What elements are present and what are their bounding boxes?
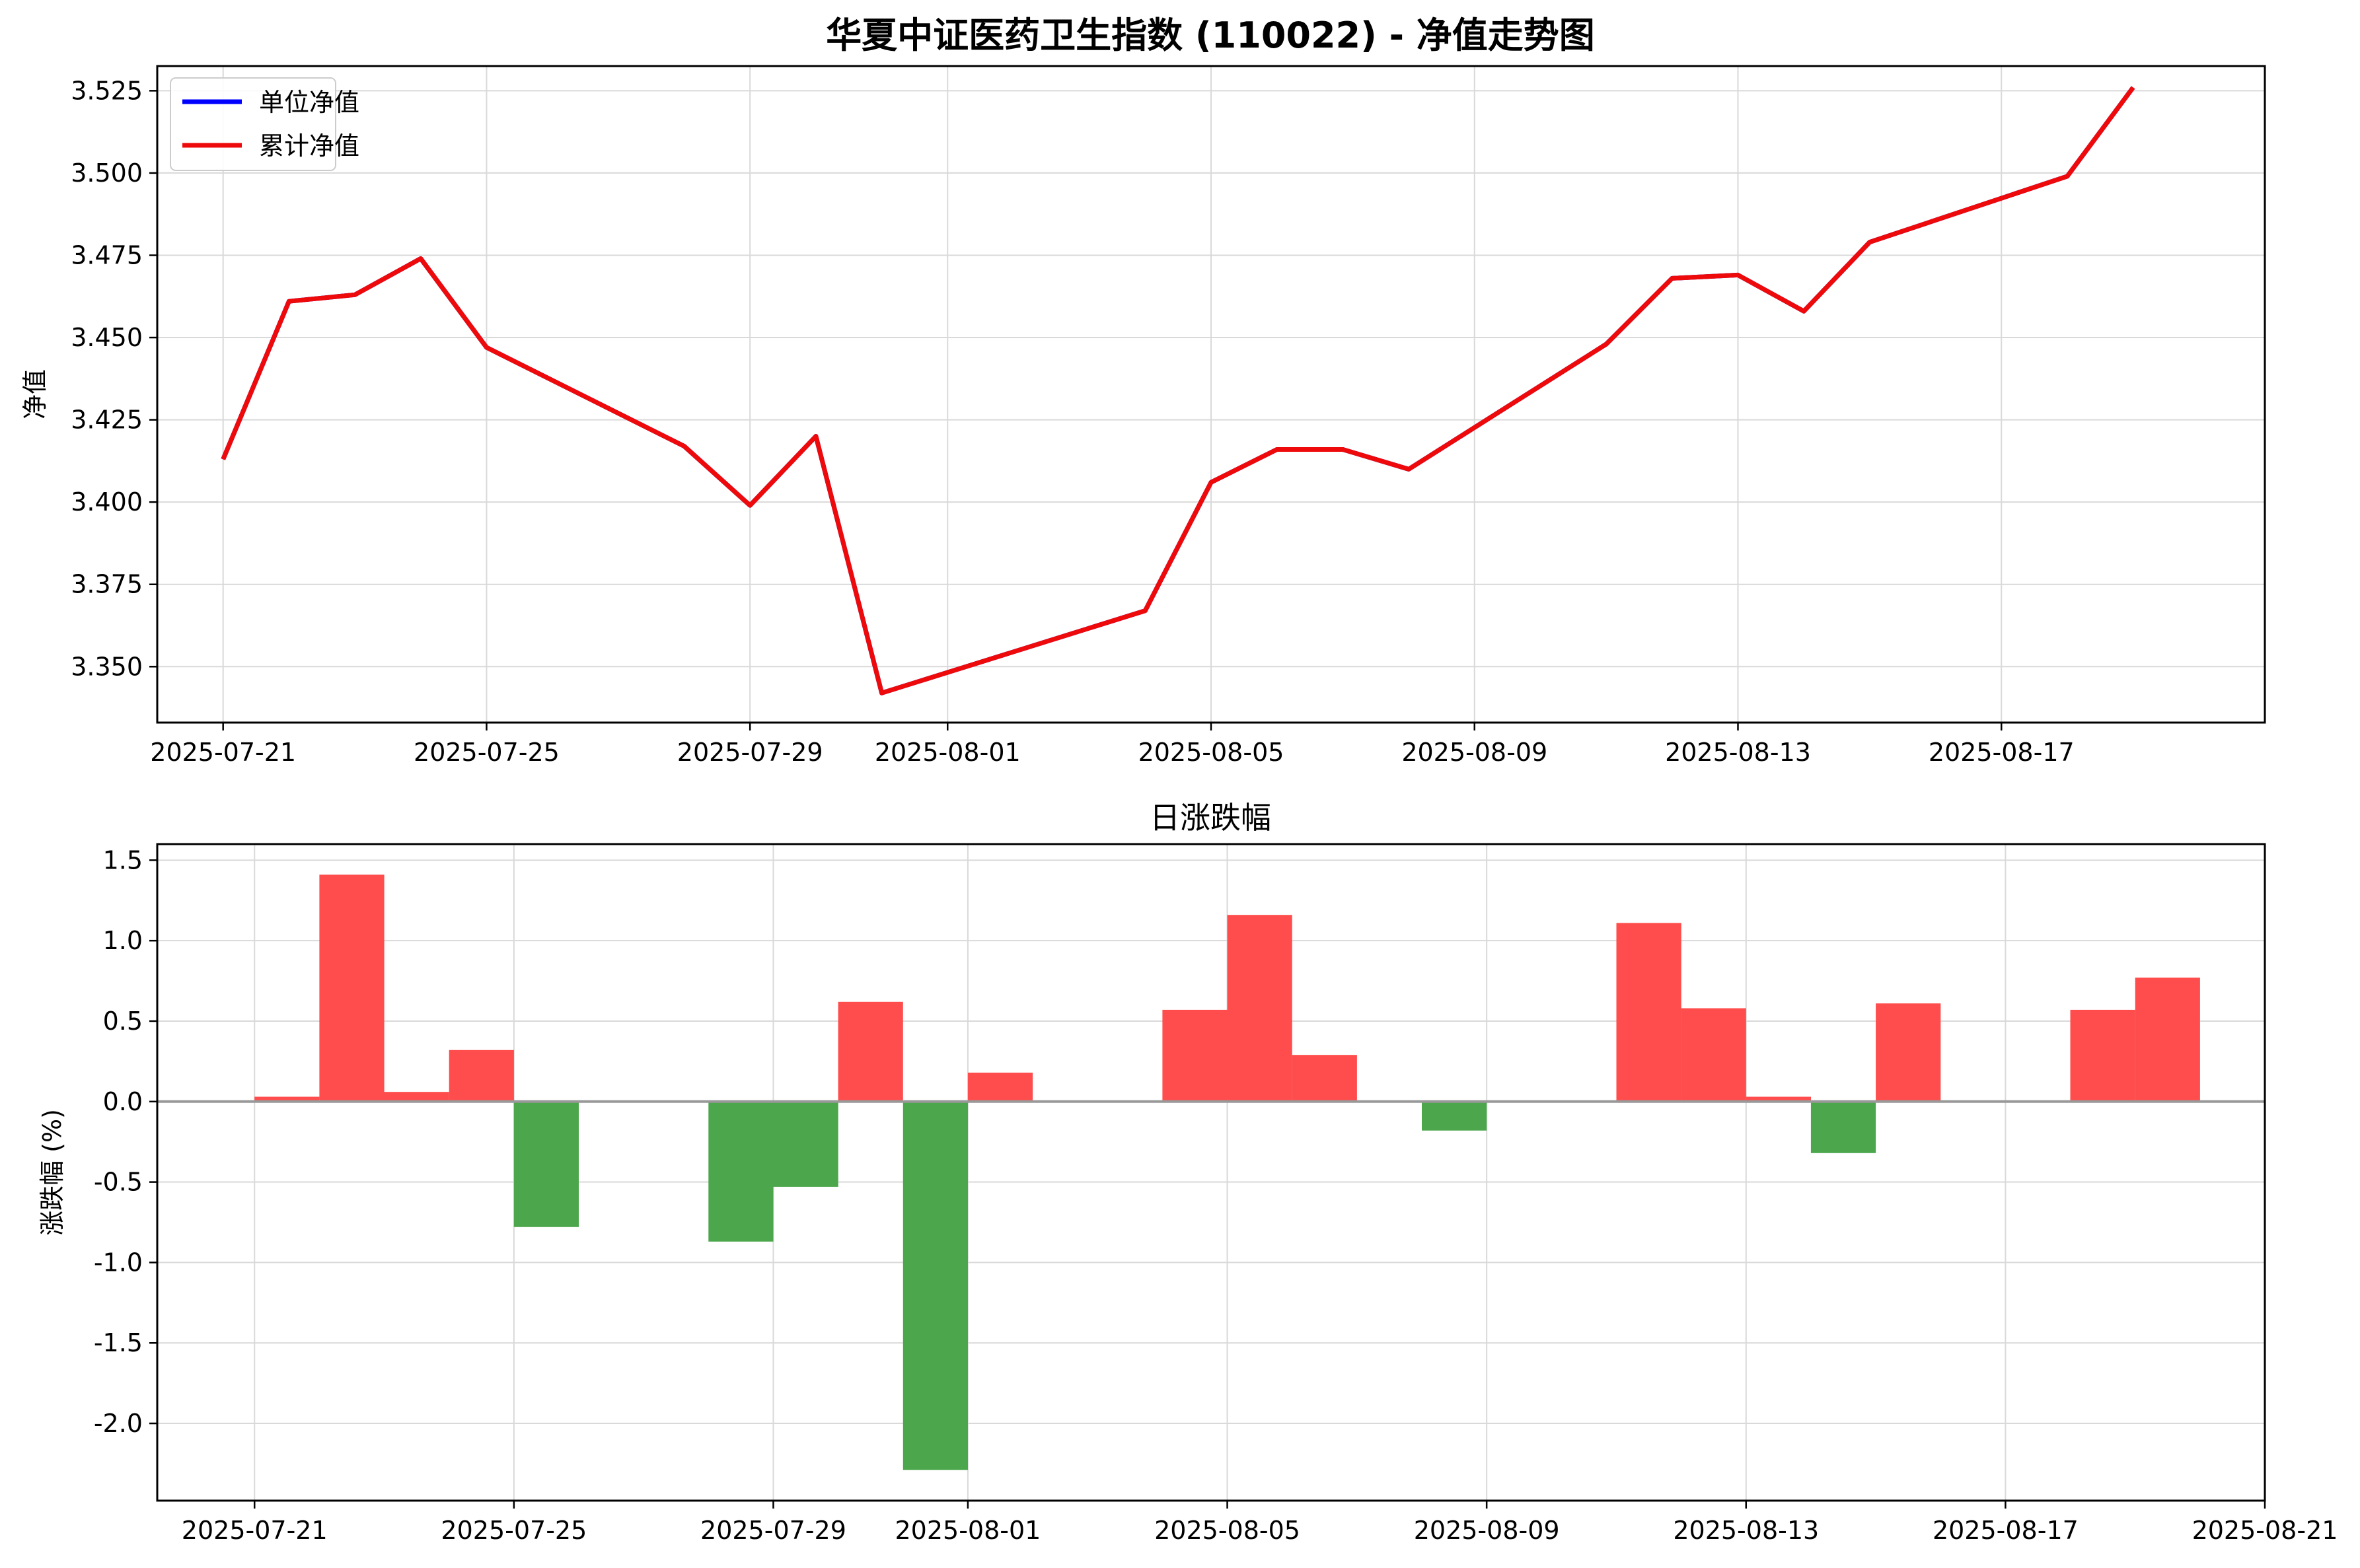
down-bar [1810, 1101, 1876, 1153]
x-tick-label: 2025-08-21 [2192, 1516, 2338, 1545]
y-axis-ticks: 3.350 3.375 3.400 3.425 3.450 3.475 3.500 3.525 [71, 76, 157, 681]
y-axis-label: 净值 [20, 369, 50, 419]
x-tick-label: 2025-08-13 [1673, 1516, 1819, 1545]
x-tick-label: 2025-07-29 [700, 1516, 846, 1545]
accumulated-nav-series-line [221, 86, 2135, 695]
x-tick-label: 2025-07-21 [150, 738, 296, 767]
down-bar [903, 1101, 968, 1470]
up-bar [254, 1096, 320, 1102]
y-tick-label: 1.5 [103, 845, 143, 874]
grid [157, 66, 2265, 723]
chart-title: 日涨跌幅 [1150, 800, 1271, 836]
up-bar [967, 1073, 1033, 1102]
x-tick-label: 2025-08-01 [875, 738, 1021, 767]
y-tick-label: 3.400 [71, 487, 143, 517]
up-bar [1876, 1003, 1941, 1102]
x-tick-label: 2025-07-29 [677, 738, 823, 767]
down-bar [1422, 1101, 1487, 1131]
x-axis-ticks: 2025-07-21 2025-07-25 2025-07-29 2025-08-01… [182, 1501, 2338, 1545]
up-bar [2070, 1009, 2135, 1102]
y-tick-label: 0.0 [103, 1087, 143, 1116]
up-bar [1746, 1096, 1811, 1102]
x-tick-label: 2025-07-21 [182, 1516, 328, 1545]
x-tick-label: 2025-08-05 [1138, 738, 1284, 767]
up-bar [449, 1050, 514, 1102]
y-tick-label: -0.5 [94, 1168, 143, 1197]
y-tick-label: 3.500 [71, 159, 143, 188]
nav-line-chart: 华夏中证医药卫生指数 (110022) - 净值走势图 3.3503.3753.… [20, 15, 2266, 767]
up-bar [838, 1001, 903, 1102]
legend: 单位净值 累计净值 [170, 77, 359, 171]
x-tick-label: 2025-08-13 [1665, 738, 1811, 767]
nav-series-line [221, 86, 2135, 695]
x-tick-label: 2025-08-09 [1414, 1516, 1560, 1545]
down-bar [773, 1101, 838, 1187]
y-tick-label: 3.450 [71, 323, 143, 352]
x-tick-label: 2025-07-25 [441, 1516, 587, 1545]
up-bar [384, 1092, 449, 1102]
y-tick-label: 3.375 [71, 570, 143, 599]
up-bar [2135, 978, 2200, 1102]
up-bar [1162, 1009, 1228, 1102]
x-tick-label: 2025-08-17 [1929, 738, 2075, 767]
legend-label: 累计净值 [259, 131, 359, 160]
down-bar [708, 1101, 774, 1242]
down-bar [513, 1101, 579, 1227]
x-tick-label: 2025-08-09 [1401, 738, 1547, 767]
plot-frame [156, 843, 2266, 1502]
bars-group [254, 874, 2200, 1470]
x-tick-label: 2025-07-25 [414, 738, 560, 767]
x-tick-label: 2025-08-17 [1933, 1516, 2079, 1545]
y-tick-label: 0.5 [103, 1007, 143, 1036]
y-tick-label: -1.0 [94, 1248, 143, 1277]
grid [157, 844, 2266, 1501]
up-bar [1616, 923, 1681, 1102]
y-tick-label: 3.475 [71, 240, 143, 269]
y-tick-label: 3.350 [71, 652, 143, 681]
up-bar [319, 874, 385, 1102]
series-group [221, 86, 2135, 695]
x-tick-label: 2025-08-01 [895, 1516, 1041, 1545]
up-bar [1227, 915, 1292, 1102]
daily-change-bar-chart: 日涨跌幅 -2.0 -1.5 -1.0 -0.5 0.0 0.5 1.0 1.5 2025-0… [38, 800, 2338, 1545]
up-bar [1681, 1008, 1746, 1102]
y-tick-label: 3.525 [71, 76, 143, 105]
up-bar [1292, 1055, 1357, 1102]
y-tick-label: 1.0 [103, 926, 143, 955]
chart-title: 华夏中证医药卫生指数 (110022) - 净值走势图 [826, 15, 1595, 56]
y-axis-ticks: -2.0 -1.5 -1.0 -0.5 0.0 0.5 1.0 1.5 [94, 845, 157, 1438]
x-tick-label: 2025-08-05 [1154, 1516, 1300, 1545]
y-axis-label: 涨跌幅 (%) [38, 1109, 67, 1236]
y-tick-label: -2.0 [94, 1409, 143, 1438]
legend-label: 单位净值 [259, 88, 359, 117]
y-tick-label: 3.425 [71, 406, 143, 435]
x-axis-ticks: 2025-07-21 2025-07-25 2025-07-29 2025-08-01… [150, 723, 2075, 767]
y-tick-label: -1.5 [94, 1328, 143, 1357]
